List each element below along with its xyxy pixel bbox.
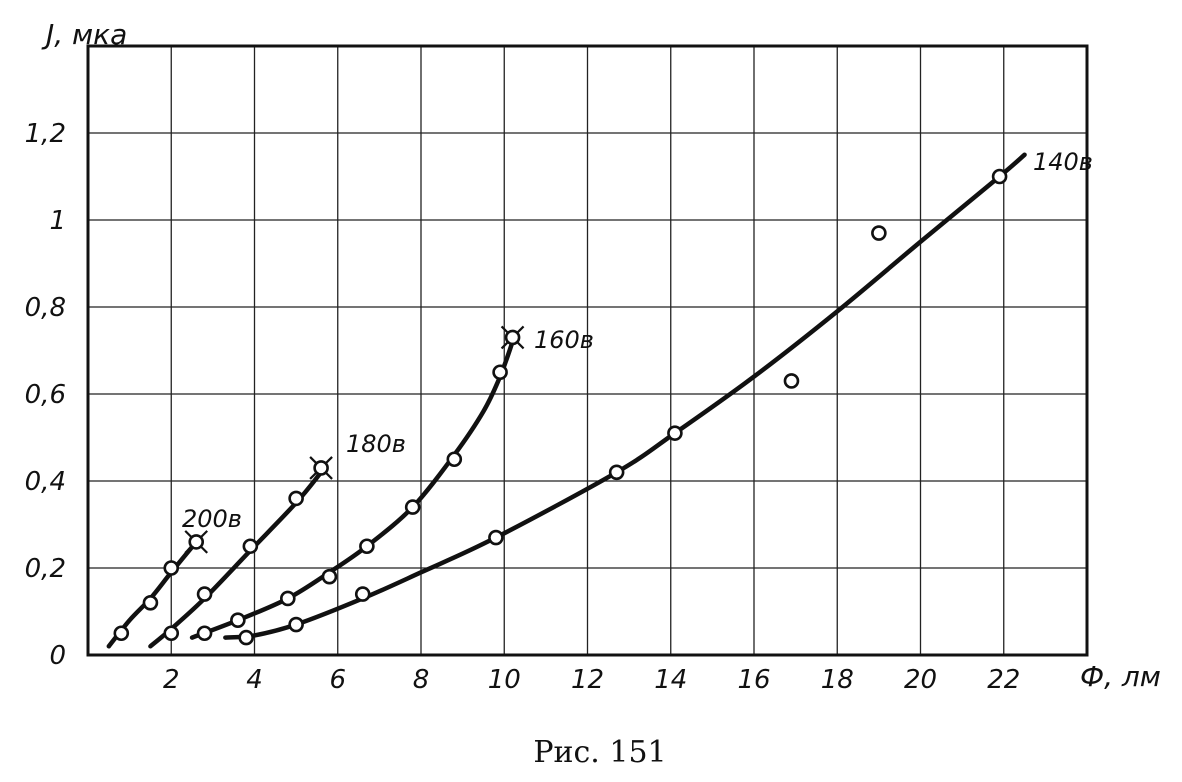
x-tick-label: 6 [329,665,346,695]
data-point [321,568,338,585]
data-point [354,586,371,602]
x-tick-label: 18 [821,665,854,695]
figure-caption: Рис. 151 [533,735,666,770]
grid [88,46,1087,655]
x-tick-label: 4 [246,665,263,695]
series-line [223,152,1027,640]
data-point [783,373,800,389]
x-tick-label: 16 [737,665,770,695]
y-tick-label: 1,2 [25,119,66,149]
data-point [359,538,375,555]
data-point [238,629,254,646]
series-points [113,168,1008,646]
y-tick-label: 0,6 [25,380,66,410]
data-point [288,616,304,633]
series-labels: 200в 180в 160в 140в [182,148,1093,533]
x-axis-label: Ф, лм [1080,660,1161,693]
y-tick-label: 0,8 [25,293,66,323]
x-tick-label: 8 [413,665,430,695]
data-point [871,225,887,241]
plot-frame [86,44,1089,657]
data-point [230,612,246,629]
x-tick-label: 14 [654,665,687,695]
data-point [313,460,329,476]
y-axis-ticks: 0 0,2 0,4 0,6 0,8 1 1,2 [25,119,66,671]
x-tick-label: 12 [571,665,604,695]
data-point [608,464,625,481]
x-tick-label: 22 [987,665,1020,695]
series-label: 160в [534,326,594,354]
data-point [163,625,180,642]
data-point [113,625,130,642]
x-tick-label: 2 [163,665,180,695]
data-point [279,590,296,607]
x-axis-ticks: 2 4 6 8 10 12 14 16 18 20 22 [163,665,1020,695]
series-line [189,339,515,640]
data-point [242,538,259,555]
series-label: 140в [1033,148,1093,176]
series-label: 200в [182,505,242,533]
data-point [196,625,213,642]
data-point [163,560,180,576]
data-point [492,364,508,381]
data-point [196,586,213,602]
y-tick-label: 1 [49,206,66,236]
y-tick-label: 0 [49,641,66,671]
y-tick-label: 0,4 [25,467,66,497]
data-point [188,534,205,550]
data-point [446,451,463,468]
data-point [404,499,421,515]
x-tick-label: 20 [904,665,937,695]
data-point [991,168,1008,185]
series-label: 180в [346,430,406,458]
data-point [288,490,304,507]
y-tick-label: 0,2 [25,554,66,584]
series-curves [106,152,1027,649]
data-point [667,425,683,441]
data-point [142,594,159,611]
data-point [488,529,504,546]
y-axis-label: J, мка [41,18,127,51]
data-point [504,329,521,346]
x-tick-label: 10 [488,665,521,695]
